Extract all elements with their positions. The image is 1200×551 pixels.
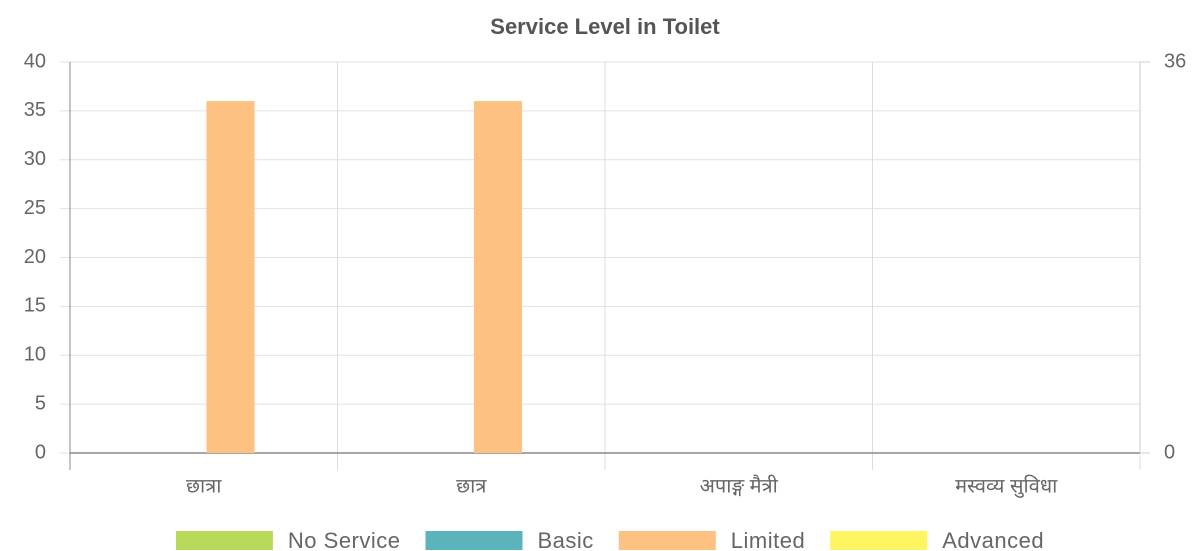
y-tick-label: 0 bbox=[35, 441, 46, 463]
y-tick-label: 25 bbox=[24, 197, 46, 219]
x-tick-label: अपाङ्ग मैत्री bbox=[700, 474, 779, 497]
chart-title: Service Level in Toilet bbox=[490, 14, 720, 39]
y2-tick-label: 0 bbox=[1164, 441, 1175, 463]
x-tick-label: मस्वव्य सुविधा bbox=[955, 474, 1058, 498]
x-tick-label: छात्रा bbox=[186, 475, 222, 497]
y-tick-label: 20 bbox=[24, 246, 46, 268]
legend-label: No Service bbox=[288, 528, 401, 551]
y2-tick-label: 36 bbox=[1164, 50, 1186, 72]
legend-label: Limited bbox=[731, 528, 805, 551]
legend-label: Basic bbox=[538, 528, 594, 551]
legend-swatch bbox=[175, 531, 273, 550]
y-tick-label: 10 bbox=[24, 344, 46, 366]
legend-label: Advanced bbox=[942, 528, 1044, 551]
bar bbox=[473, 101, 523, 453]
bar bbox=[206, 101, 255, 453]
legend-swatch bbox=[830, 531, 928, 550]
y-tick-label: 35 bbox=[24, 99, 46, 121]
legend-swatch bbox=[425, 531, 523, 550]
x-tick-label: छात्र bbox=[456, 475, 487, 497]
y-tick-label: 40 bbox=[24, 50, 46, 72]
y-tick-label: 5 bbox=[35, 392, 46, 414]
legend-swatch bbox=[618, 531, 716, 550]
y-tick-label: 15 bbox=[24, 295, 46, 317]
y-tick-label: 30 bbox=[24, 148, 46, 170]
